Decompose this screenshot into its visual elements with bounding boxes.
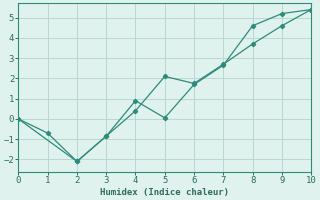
X-axis label: Humidex (Indice chaleur): Humidex (Indice chaleur) [100, 188, 229, 197]
